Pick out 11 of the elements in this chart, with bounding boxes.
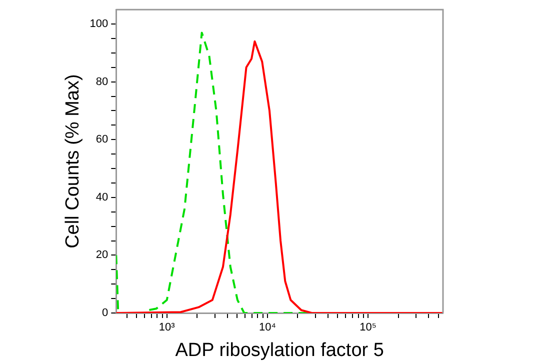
- y-tick-label: 60: [96, 134, 108, 146]
- y-tick-label: 100: [90, 18, 108, 30]
- x-tick-label: 10⁴: [258, 322, 276, 334]
- y-tick-label: 80: [96, 76, 108, 88]
- x-tick-label: 10⁵: [360, 322, 376, 334]
- y-axis-title: Cell Counts (% Max): [62, 74, 84, 248]
- y-tick-label: 40: [96, 191, 108, 204]
- y-tick-label: 0: [102, 307, 108, 320]
- y-tick-label: 20: [96, 249, 108, 262]
- x-axis-title: ADP ribosylation factor 5: [175, 340, 384, 361]
- x-tick-label: 10³: [158, 322, 176, 334]
